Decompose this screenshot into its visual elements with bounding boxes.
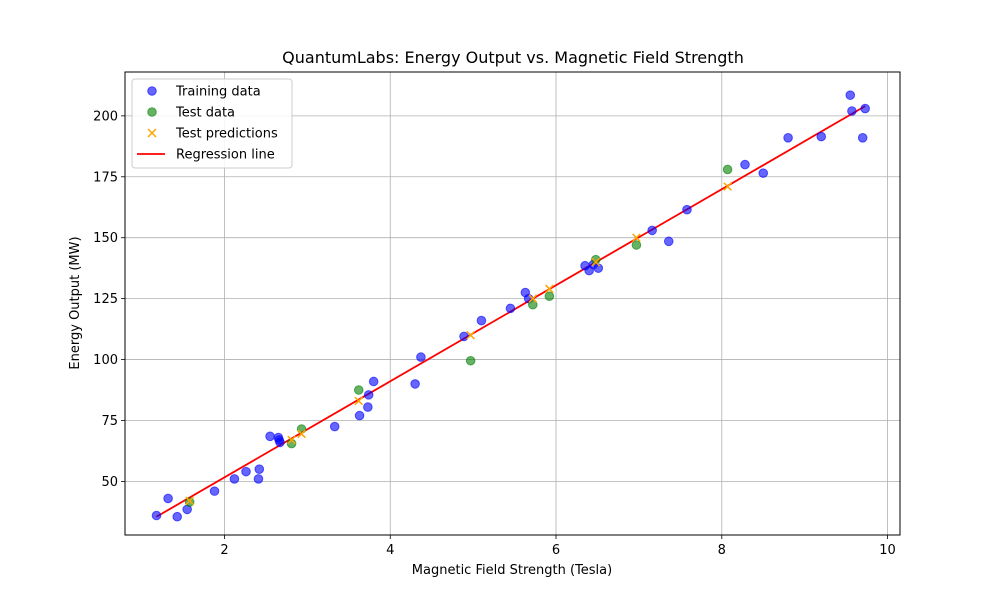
prediction-point	[723, 182, 732, 191]
x-tick-label: 10	[879, 543, 896, 558]
data-point	[528, 299, 538, 310]
data-point	[241, 466, 251, 477]
data-point	[631, 240, 642, 250]
data-point	[163, 493, 173, 504]
data-point	[329, 421, 340, 432]
data-point	[209, 486, 220, 496]
y-tick-label: 200	[93, 109, 118, 124]
data-point	[758, 168, 769, 178]
legend-label: Test data	[175, 106, 235, 121]
legend-circle-marker	[147, 86, 157, 96]
x-tick-label: 2	[220, 543, 228, 558]
series-test-predictions	[185, 182, 732, 506]
legend-circle-marker	[147, 107, 157, 117]
data-point	[410, 379, 420, 389]
prediction-point	[528, 294, 538, 303]
y-tick-label: 150	[93, 231, 118, 246]
data-point	[857, 132, 868, 143]
grid-lines	[125, 72, 900, 535]
prediction-point	[185, 496, 194, 506]
legend: Training data Test data Test predictions Re…	[131, 78, 293, 169]
x-tick-label: 4	[386, 543, 394, 558]
x-axis-label: Magnetic Field Strength (Tesla)	[412, 563, 612, 578]
data-point	[368, 376, 379, 387]
prediction-point	[354, 396, 364, 406]
data-point	[544, 291, 555, 301]
legend-label: Test predictions	[175, 127, 278, 142]
legend-label: Training data	[175, 85, 261, 100]
data-point	[783, 132, 793, 143]
data-point	[354, 410, 365, 421]
data-point	[722, 164, 733, 175]
plot-frame	[124, 71, 901, 536]
data-point	[296, 424, 307, 434]
data-point	[647, 225, 657, 236]
data-point	[663, 236, 674, 247]
series-training-data	[151, 90, 870, 522]
prediction-point	[466, 330, 475, 340]
y-tick-label: 100	[93, 353, 118, 368]
legend-label: Regression line	[176, 148, 275, 163]
data-point	[363, 390, 374, 400]
data-point	[459, 331, 469, 342]
chart-title: QuantumLabs: Energy Output vs. Magnetic …	[282, 48, 744, 67]
series-layer	[151, 90, 870, 522]
data-point	[476, 315, 487, 326]
data-point	[184, 497, 195, 507]
data-point	[847, 106, 857, 116]
legend-x-marker	[147, 128, 157, 138]
data-point	[816, 131, 827, 142]
y-tick-label: 125	[93, 292, 118, 307]
prediction-point	[545, 284, 554, 294]
x-tick-label: 6	[552, 543, 560, 558]
data-point	[860, 103, 870, 114]
prediction-point	[287, 435, 296, 445]
prediction-point	[632, 233, 641, 243]
data-point	[363, 402, 373, 412]
data-point	[505, 303, 516, 314]
data-point	[265, 431, 275, 442]
data-point	[151, 510, 162, 521]
x-axis: 2 4 6 8 10	[220, 535, 896, 558]
y-tick-label: 50	[101, 475, 118, 490]
data-point	[416, 352, 426, 362]
prediction-point	[591, 257, 601, 267]
data-point	[275, 437, 285, 448]
data-point	[253, 474, 264, 484]
y-tick-label: 175	[93, 170, 118, 185]
data-point	[591, 254, 601, 265]
data-point	[465, 355, 476, 366]
y-tick-label: 75	[101, 414, 118, 429]
data-point	[682, 204, 692, 215]
data-point	[172, 511, 183, 522]
data-point	[229, 474, 240, 484]
data-point	[845, 90, 856, 100]
prediction-point	[297, 429, 306, 439]
legend-box	[131, 78, 293, 169]
data-point	[254, 464, 265, 475]
data-point	[353, 385, 364, 395]
x-tick-label: 8	[718, 543, 726, 558]
y-axis: 50 75 100 125 150 175 200	[93, 109, 125, 490]
y-axis-label: Energy Output (MW)	[68, 236, 83, 369]
data-point	[740, 159, 750, 170]
